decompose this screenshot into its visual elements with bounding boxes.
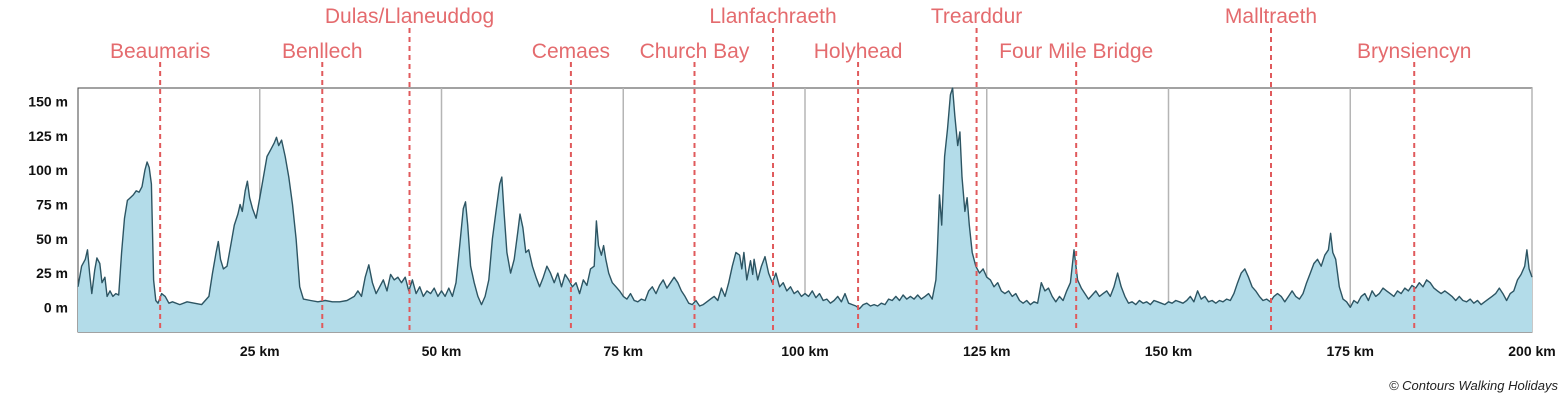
y-tick-label: 100 m bbox=[28, 162, 68, 178]
x-tick-label: 200 km bbox=[1508, 343, 1555, 359]
axis-layer: 25 km 50 km 75 km 100 km 125 km 150 km 175 km 2… bbox=[28, 94, 1555, 359]
marker-layer: Beaumaris Benllech Dulas/Llaneuddog Cemaes C… bbox=[110, 5, 1471, 332]
x-tick-label: 50 km bbox=[422, 343, 462, 359]
x-tick-label: 25 km bbox=[240, 343, 280, 359]
elevation-line bbox=[77, 87, 1533, 310]
y-tick-label: 0 m bbox=[44, 299, 68, 315]
town-label: Cemaes bbox=[532, 40, 610, 63]
town-label: Llanfachraeth bbox=[709, 5, 836, 28]
town-label: Beaumaris bbox=[110, 40, 210, 63]
y-tick-label: 75 m bbox=[36, 197, 68, 213]
y-tick-label: 25 m bbox=[36, 265, 68, 281]
elevation-area bbox=[78, 88, 1532, 332]
area-layer bbox=[77, 87, 1533, 332]
town-label: Holyhead bbox=[814, 40, 903, 63]
town-label: Four Mile Bridge bbox=[999, 40, 1153, 63]
x-tick-label: 75 km bbox=[603, 343, 643, 359]
town-label: Dulas/Llaneuddog bbox=[325, 5, 494, 28]
town-label: Malltraeth bbox=[1225, 5, 1317, 28]
y-tick-label: 150 m bbox=[28, 94, 68, 110]
y-tick-label: 125 m bbox=[28, 128, 68, 144]
x-tick-label: 125 km bbox=[963, 343, 1010, 359]
x-tick-label: 175 km bbox=[1327, 343, 1374, 359]
town-label: Church Bay bbox=[640, 40, 750, 63]
town-label: Benllech bbox=[282, 40, 363, 63]
x-tick-label: 150 km bbox=[1145, 343, 1192, 359]
y-tick-label: 50 m bbox=[36, 231, 68, 247]
town-label: Brynsiencyn bbox=[1357, 40, 1471, 63]
town-label: Trearddur bbox=[931, 5, 1022, 28]
copyright-credit: © Contours Walking Holidays bbox=[1388, 378, 1558, 393]
x-tick-label: 100 km bbox=[781, 343, 828, 359]
